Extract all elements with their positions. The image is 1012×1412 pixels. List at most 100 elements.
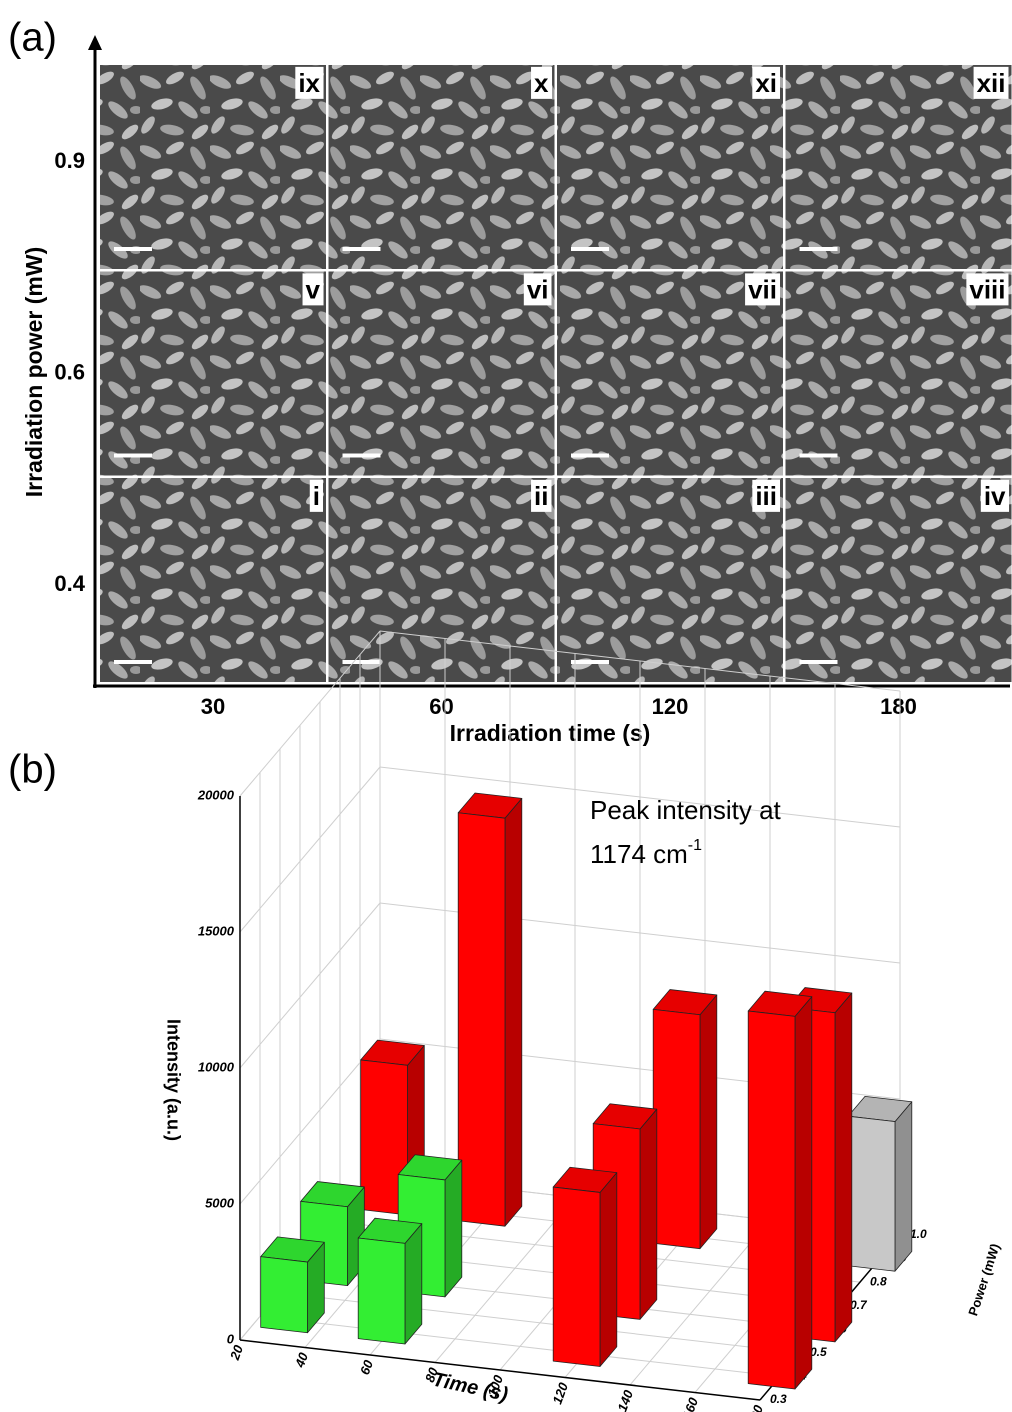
z-tick-label: 0.5 <box>810 1345 827 1359</box>
label-box <box>302 273 324 306</box>
label-box <box>523 273 552 306</box>
bar-side <box>504 797 523 1227</box>
bar-side <box>444 1159 463 1298</box>
grid-line <box>434 1197 576 1363</box>
panel-numeral: xi <box>755 68 777 98</box>
axis-line <box>239 1339 761 1401</box>
x-tick-label: 20 <box>227 1342 247 1362</box>
z-tick-label: 0.7 <box>850 1298 868 1312</box>
x-tick-label: 140 <box>615 1387 637 1412</box>
bar-front <box>847 1115 896 1272</box>
x-tick-label: 120 <box>550 1380 572 1406</box>
sem-image <box>100 478 326 682</box>
bar-front <box>652 1008 701 1250</box>
annotation-text: 1174 cm <box>590 839 688 869</box>
bar-side <box>699 994 718 1250</box>
y-axis-arrow <box>88 35 102 50</box>
bar-side <box>599 1172 618 1367</box>
label-box <box>752 66 780 99</box>
bar-front <box>457 812 506 1227</box>
panel-numeral: i <box>313 481 320 511</box>
sem-image <box>557 478 783 682</box>
panel-numeral: iv <box>984 481 1006 511</box>
y-tick-label: 0.4 <box>54 571 85 596</box>
x-tick-label: 60 <box>429 694 453 719</box>
x-tick-label: 30 <box>201 694 225 719</box>
y-tick-label: 0 <box>227 1331 235 1346</box>
x-tick-label: 60 <box>357 1357 376 1376</box>
bar3d-panel: 0 5000 10000 15000 20000 20 40 60 80 100 120 140 160… <box>163 630 1003 1412</box>
x-tick-label: 180 <box>880 694 917 719</box>
bar-front <box>552 1186 601 1367</box>
label-box <box>531 479 552 512</box>
bar-front <box>260 1256 308 1334</box>
panel-numeral: vii <box>748 274 777 304</box>
panel-numeral: viii <box>969 274 1005 304</box>
annotation-superscript: -1 <box>688 837 702 854</box>
label-box <box>973 66 1009 99</box>
sem-image <box>328 65 555 269</box>
sem-image <box>785 478 1012 682</box>
x-axis-title: Time (s) <box>431 1369 511 1406</box>
sem-image <box>100 271 326 476</box>
grid-line <box>239 630 381 797</box>
grid-line <box>629 1219 771 1386</box>
annotation: Peak intensity at <box>590 795 782 825</box>
panel-numeral: v <box>306 274 321 304</box>
label-box <box>966 273 1009 306</box>
bar-side <box>834 992 853 1343</box>
y-axis-title: Irradiation power (mW) <box>21 247 47 497</box>
y-tick-label: 0.6 <box>54 359 85 384</box>
annotation: 1174 cm-1 <box>590 837 702 869</box>
sem-image <box>328 271 555 476</box>
panel-numeral: ii <box>534 481 548 511</box>
sem-image <box>785 271 1012 476</box>
bar-front <box>747 1010 796 1390</box>
bar-front <box>360 1059 408 1216</box>
label-box <box>295 66 324 99</box>
bar-side <box>894 1101 913 1272</box>
y-tick-label: 5000 <box>205 1195 235 1210</box>
panel-label: (a) <box>8 16 57 60</box>
sem-image <box>100 65 326 269</box>
label-box <box>980 479 1010 512</box>
panel-label: (b) <box>8 748 57 792</box>
z-axis-title: Power (mW) <box>965 1242 1002 1318</box>
grid-line <box>239 1038 381 1205</box>
sem-image <box>557 65 783 269</box>
panel-numeral: x <box>534 68 549 98</box>
x-tick-label: 100 <box>485 1372 507 1398</box>
y-tick-label: 20000 <box>197 787 235 802</box>
sem-image <box>557 271 783 476</box>
sem-image <box>785 65 1012 269</box>
bar-side <box>639 1108 658 1320</box>
label-box <box>752 479 780 512</box>
x-tick-label: 40 <box>292 1350 312 1370</box>
label-box <box>531 66 553 99</box>
y-tick-label: 10000 <box>198 1059 235 1074</box>
y-tick-label: 0.9 <box>54 148 85 173</box>
x-tick-label: 120 <box>652 694 689 719</box>
x-tick-label: 180 <box>745 1402 767 1412</box>
bar-side <box>794 996 813 1390</box>
z-tick-label: 0.8 <box>870 1274 887 1288</box>
panel-numeral: vi <box>527 274 549 304</box>
y-axis-title: Intensity (a.u.) <box>163 1019 183 1141</box>
label-box <box>745 273 780 306</box>
z-tick-label: 0.3 <box>770 1392 787 1406</box>
label-box <box>309 479 323 512</box>
bar-front <box>357 1237 406 1345</box>
x-tick-label: 160 <box>680 1395 702 1412</box>
z-tick-label: 1.0 <box>910 1227 927 1241</box>
bar-side <box>404 1223 423 1345</box>
x-tick-label: 80 <box>422 1365 441 1384</box>
y-tick-label: 15000 <box>198 923 235 938</box>
grid-line <box>259 1315 781 1377</box>
grid-line <box>239 902 381 1069</box>
x-axis-title: Irradiation time (s) <box>450 720 651 746</box>
grid-line <box>239 766 381 933</box>
panel-numeral: ix <box>298 68 320 98</box>
